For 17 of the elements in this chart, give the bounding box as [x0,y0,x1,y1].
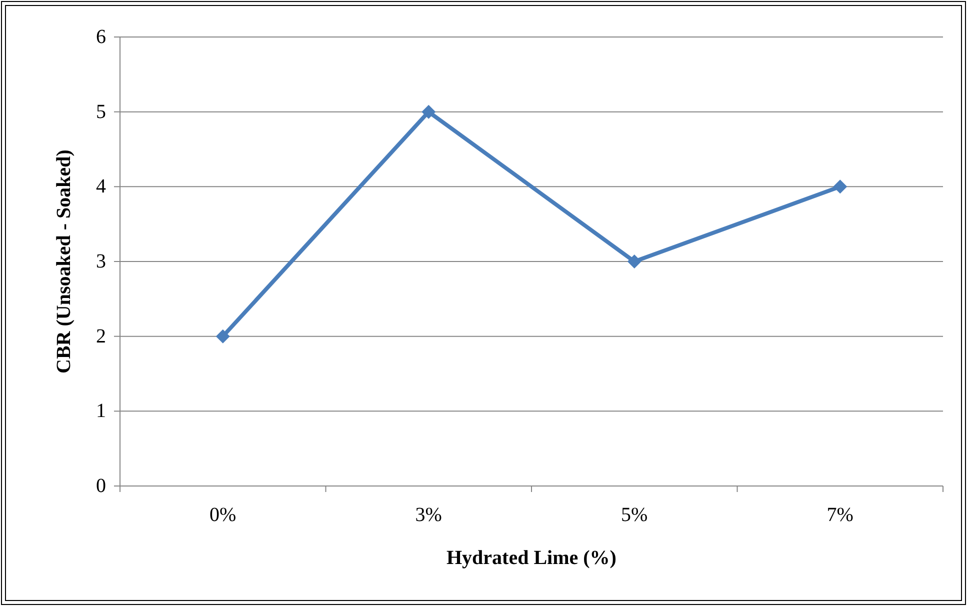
y-tick-label: 6 [96,26,106,48]
y-tick-label: 2 [96,325,106,348]
x-axis-title: Hydrated Lime (%) [446,547,616,569]
x-tick-label: 5% [621,504,648,526]
x-tick-label: 7% [826,504,854,526]
y-tick-label: 5 [96,100,106,123]
x-tick-label: 0% [210,504,236,526]
y-tick-label: 3 [96,250,106,272]
point [216,329,230,344]
y-tick-label: 0 [96,475,106,497]
point [627,254,642,268]
x-tick-label: 3% [415,504,442,526]
point [422,104,436,119]
y-tick-label: 4 [96,176,106,198]
y-axis-title: CBR (Unsoaked - Soaked) [53,150,75,374]
point [833,180,848,194]
y-tick-label: 1 [96,400,106,422]
